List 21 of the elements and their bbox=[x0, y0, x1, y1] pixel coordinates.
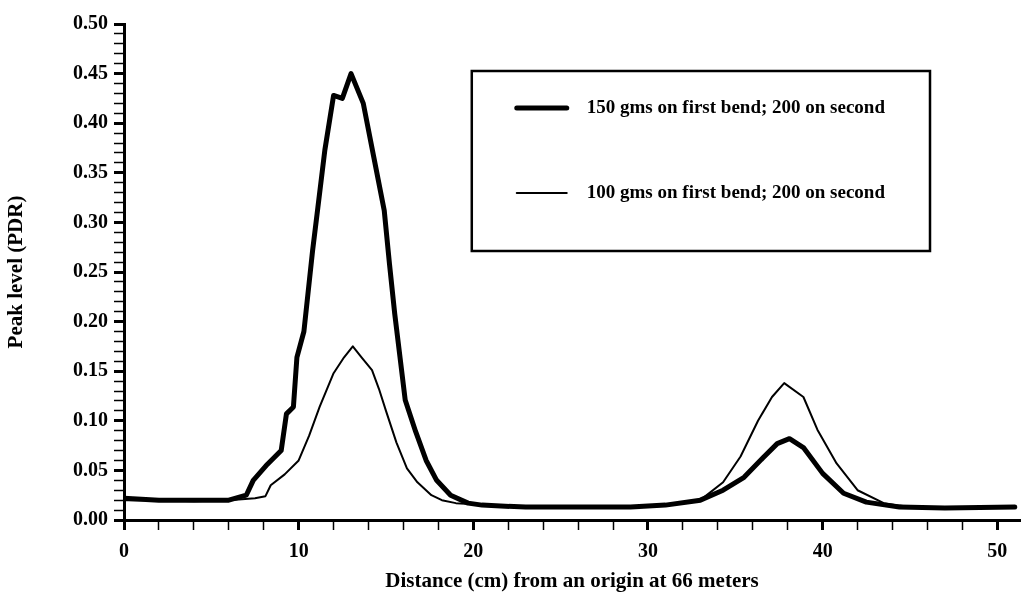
y-tick-label: 0.05 bbox=[73, 457, 108, 480]
y-tick-label: 0.30 bbox=[73, 209, 108, 232]
x-tick-label: 20 bbox=[463, 539, 484, 562]
legend-label: 150 gms on first bend; 200 on second bbox=[586, 95, 886, 117]
legend-label: 100 gms on first bend; 200 on second bbox=[586, 180, 886, 202]
x-tick-label: 30 bbox=[637, 539, 658, 562]
y-tick-label: 0.25 bbox=[73, 259, 108, 282]
x-tick-label: 50 bbox=[987, 539, 1008, 562]
y-axis-title: Peak level (PDR) bbox=[3, 195, 28, 349]
y-tick-label: 0.40 bbox=[73, 110, 108, 133]
y-tick-label: 0.10 bbox=[73, 407, 108, 430]
x-tick-label: 40 bbox=[812, 539, 833, 562]
x-axis-title: Distance (cm) from an origin at 66 meters bbox=[385, 567, 759, 592]
y-tick-label: 0.15 bbox=[73, 358, 108, 381]
y-tick-label: 0.00 bbox=[73, 507, 108, 530]
y-tick-label: 0.20 bbox=[73, 308, 108, 331]
y-tick-label: 0.50 bbox=[73, 11, 108, 34]
y-tick-label: 0.45 bbox=[73, 60, 108, 83]
y-tick-label: 0.35 bbox=[73, 159, 108, 182]
x-tick-label: 10 bbox=[288, 539, 309, 562]
x-tick-label: 0 bbox=[119, 539, 129, 562]
